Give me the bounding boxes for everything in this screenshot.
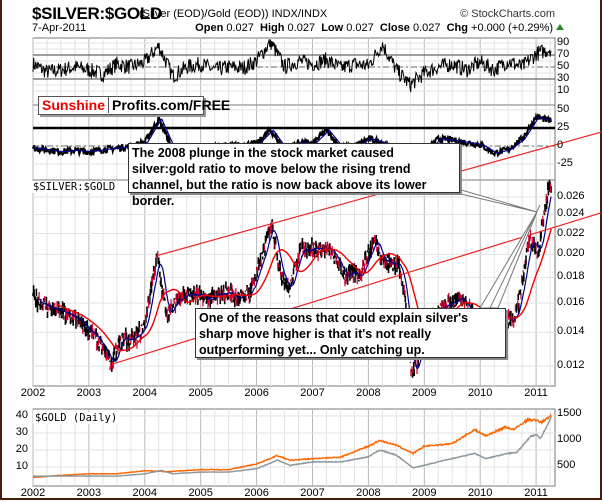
chart-title: $SILVER:$GOLD — [32, 4, 162, 23]
gold-x-tick-label: 2005 — [188, 487, 213, 499]
gold-x-tick-label: 2010 — [467, 487, 493, 499]
ratio-x-tick-label: 2011 — [524, 387, 548, 399]
low-label: Low — [321, 22, 344, 34]
high-value: 0.027 — [287, 22, 316, 34]
quote-line: Open 0.027 High 0.027 Low 0.027 Close 0.… — [195, 22, 564, 34]
gold-axis-label: 500 — [557, 459, 576, 471]
low-value: 0.027 — [346, 22, 374, 34]
ratio-tick-label: 0.024 — [557, 207, 585, 220]
gold-panel-label: $GOLD (Daily) — [33, 412, 120, 424]
ma-short-line — [39, 196, 552, 370]
close-label: Close — [379, 22, 410, 34]
ratio-tick-label: 0.022 — [557, 226, 585, 239]
upper-channel-trendline — [157, 131, 602, 257]
silver-price-line — [32, 416, 552, 478]
ratio-tick-label: 0.018 — [557, 270, 585, 283]
ratio-x-tick-label: 2006 — [244, 387, 269, 399]
chg-value: +0.000 (+0.29%) — [471, 22, 553, 34]
annotation-catching-up: One of the reasons that could explain si… — [195, 308, 506, 358]
gold-x-tick-label: 2007 — [300, 487, 325, 499]
gold-x-tick-label: 2008 — [356, 487, 381, 499]
up-triangle-icon — [556, 24, 564, 30]
ratio-x-tick-label: 2007 — [300, 387, 325, 399]
silver-axis-label: 30 — [15, 426, 28, 438]
ma-long-line — [57, 228, 552, 352]
open-label: Open — [195, 22, 224, 34]
silver-axis-label: 20 — [15, 443, 28, 455]
rsi-line — [32, 39, 552, 93]
ratio-x-tick-label: 2002 — [20, 387, 46, 399]
momentum-tick-label: 25 — [557, 121, 570, 133]
rsi-tick-label: 90 — [557, 36, 570, 48]
copyright: © StockCharts.com — [460, 8, 555, 20]
ratio-x-tick-label: 2005 — [188, 387, 213, 399]
rsi-tick-label: 70 — [557, 48, 570, 60]
open-value: 0.027 — [226, 22, 254, 34]
ratio-panel-label: $SILVER:$GOLD — [31, 181, 118, 193]
ratio-x-tick-label: 2004 — [132, 387, 158, 399]
lower-channel-trendline — [111, 212, 602, 365]
high-label: High — [260, 22, 285, 34]
gold-x-tick-label: 2002 — [20, 487, 46, 499]
momentum-tick-label: -25 — [557, 157, 573, 169]
ratio-tick-label: 0.020 — [557, 247, 585, 260]
close-value: 0.027 — [412, 22, 441, 34]
silver-axis-label: 40 — [15, 409, 28, 421]
watermark-black: Profits.com/FREE — [112, 97, 231, 113]
sunshine-profits-watermark[interactable]: Sunshine Profits.com/FREE — [38, 96, 230, 115]
gold-x-tick-label: 2006 — [244, 487, 269, 499]
gold-price-line — [33, 413, 552, 479]
silver-axis-label: 10 — [15, 460, 28, 472]
callout2-pointer-line — [489, 204, 541, 309]
ratio-x-tick-label: 2003 — [76, 387, 102, 399]
momentum-tick-label: 0 — [557, 139, 564, 151]
chart-subtitle: (Silver (EOD)/Gold (EOD)) INDX/INDX — [139, 8, 328, 20]
gold-x-tick-label: 2004 — [132, 487, 158, 499]
gold-x-tick-label: 2003 — [76, 487, 102, 499]
ratio-tick-label: 0.016 — [557, 296, 585, 309]
ratio-tick-label: 0.012 — [557, 359, 585, 372]
rsi-tick-label: 30 — [557, 72, 570, 84]
gold-axis-label: 1000 — [557, 433, 582, 445]
watermark-red: Sunshine — [39, 97, 110, 113]
rsi-tick-label: 50 — [557, 60, 570, 72]
gold-x-tick-label: 2011 — [524, 487, 548, 499]
momentum-tick-label: 50 — [557, 103, 570, 115]
ratio-x-tick-label: 2009 — [412, 387, 437, 399]
chg-label: Chg — [446, 22, 468, 34]
annotation-2008-plunge: The 2008 plunge in the stock market caus… — [128, 143, 460, 208]
ratio-tick-label: 0.026 — [557, 190, 585, 202]
rsi-tick-label: 10 — [557, 84, 570, 96]
ratio-x-tick-label: 2008 — [356, 387, 381, 399]
gold-axis-label: 1500 — [557, 407, 582, 419]
chart-date: 7-Apr-2011 — [32, 22, 87, 34]
gold-x-tick-label: 2009 — [412, 487, 437, 499]
ratio-x-tick-label: 2010 — [467, 387, 493, 399]
ratio-tick-label: 0.014 — [557, 325, 585, 338]
